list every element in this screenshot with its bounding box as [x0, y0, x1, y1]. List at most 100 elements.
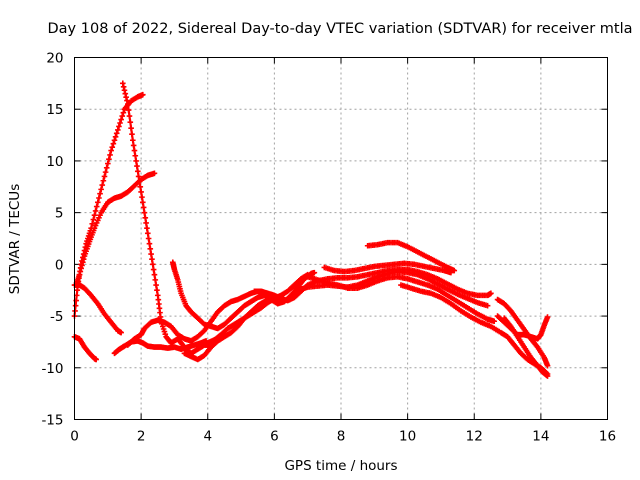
- data-point: [151, 271, 158, 278]
- x-tick-label: 14: [532, 429, 549, 445]
- data-point: [128, 125, 134, 131]
- series-arc-19: [501, 315, 551, 379]
- data-point: [147, 246, 154, 252]
- data-point: [95, 199, 101, 206]
- data-point: [488, 290, 494, 297]
- data-point: [109, 144, 116, 150]
- data-point: [451, 267, 458, 274]
- series-arc-5: [71, 333, 99, 363]
- data-point: [121, 87, 128, 94]
- data-point: [139, 199, 146, 206]
- data-point: [120, 109, 127, 116]
- plot-frame: [74, 57, 608, 420]
- data-point: [131, 147, 138, 154]
- x-tick-label: 6: [270, 429, 279, 445]
- series-arc-17: [494, 296, 551, 369]
- data-point: [144, 230, 151, 237]
- data-point: [151, 170, 158, 177]
- data-point: [120, 80, 126, 87]
- data-point: [124, 97, 130, 104]
- data-point: [107, 152, 113, 158]
- data-point: [116, 123, 122, 130]
- data-point: [134, 168, 141, 175]
- data-point: [101, 173, 108, 180]
- data-point: [140, 204, 147, 211]
- data-point: [72, 308, 78, 314]
- data-point: [133, 158, 139, 164]
- y-tick-label: 10: [46, 154, 63, 170]
- data-point: [120, 84, 127, 90]
- data-point: [115, 127, 121, 133]
- data-point: [78, 265, 84, 272]
- data-point: [117, 120, 123, 126]
- data-point: [100, 177, 107, 184]
- x-tick-label: 4: [203, 429, 212, 445]
- data-point: [103, 165, 110, 171]
- data-point: [118, 329, 124, 336]
- series-arc-3: [73, 170, 158, 288]
- x-axis-label: GPS time / hours: [284, 458, 397, 474]
- y-tick-label: -10: [41, 361, 63, 377]
- x-tick-label: 10: [399, 429, 416, 445]
- data-point: [111, 137, 118, 144]
- series-arc-4: [71, 282, 124, 336]
- data-point: [108, 147, 114, 154]
- y-tick-label: -15: [41, 413, 63, 429]
- data-point: [544, 362, 551, 369]
- data-point: [112, 133, 119, 140]
- data-point: [144, 225, 150, 231]
- chart-title: Day 108 of 2022, Sidereal Day-to-day VTE…: [48, 21, 633, 37]
- data-point: [149, 256, 155, 262]
- data-point: [122, 90, 129, 97]
- data-point: [79, 262, 85, 269]
- data-point: [126, 113, 133, 119]
- data-point: [77, 268, 84, 275]
- data-point: [102, 169, 109, 175]
- data-point: [153, 282, 159, 288]
- y-axis-label: SDTVAR / TECUs: [7, 184, 23, 294]
- data-point: [90, 216, 97, 223]
- data-point: [118, 116, 124, 123]
- y-tick-label: 20: [46, 51, 63, 67]
- y-tick-label: 5: [55, 206, 64, 222]
- data-point: [91, 212, 98, 219]
- data-point: [544, 373, 551, 379]
- data-point: [93, 203, 100, 210]
- x-tick-label: 16: [599, 429, 616, 445]
- data-point: [152, 277, 159, 283]
- data-point: [139, 194, 145, 200]
- series-line: [121, 82, 211, 355]
- data-point: [154, 287, 160, 294]
- data-point: [138, 189, 144, 195]
- data-series: [71, 80, 551, 379]
- data-point: [146, 240, 153, 247]
- data-point: [150, 266, 157, 273]
- grid: [74, 57, 608, 420]
- data-point: [119, 113, 126, 119]
- data-point: [145, 235, 152, 242]
- series-arc-14: [364, 239, 458, 274]
- data-point: [311, 269, 318, 276]
- y-tick-label: -5: [50, 309, 63, 325]
- data-point: [74, 287, 81, 294]
- data-point: [125, 107, 132, 113]
- data-point: [129, 137, 136, 144]
- data-point: [125, 101, 131, 107]
- data-point: [113, 130, 120, 137]
- data-point: [129, 131, 135, 138]
- data-point: [142, 215, 149, 221]
- axes: 0 2 4 6 8 10 12 14 16 -15 -10 -5 0 5 10 15 20: [41, 51, 616, 445]
- data-point: [96, 195, 102, 201]
- data-point: [132, 152, 139, 159]
- data-point: [89, 221, 96, 227]
- data-point: [139, 91, 146, 98]
- data-point: [143, 220, 149, 226]
- series-arc-10: [204, 271, 311, 346]
- data-point: [135, 173, 142, 180]
- data-point: [106, 156, 112, 163]
- series-arc-15: [304, 273, 498, 325]
- data-point: [97, 190, 103, 197]
- data-point: [149, 261, 156, 268]
- data-point: [130, 142, 137, 149]
